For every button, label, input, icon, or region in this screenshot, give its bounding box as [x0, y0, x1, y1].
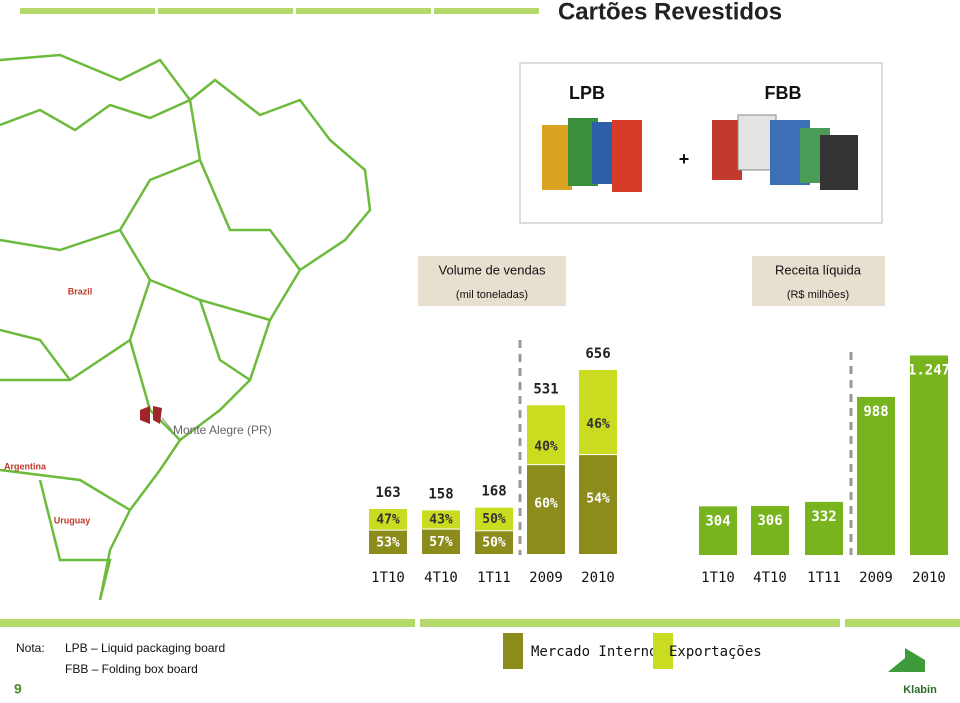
total-label: 158	[428, 486, 453, 502]
map-label: Monte Alegre (PR)	[173, 423, 272, 437]
x-tick-label: 4T10	[424, 570, 458, 586]
value-label: 50%	[482, 512, 506, 527]
x-tick-label: 2010	[912, 570, 946, 586]
product-label: LPB	[569, 83, 605, 103]
total-label: 656	[585, 346, 610, 362]
x-tick-label: 1T11	[807, 570, 841, 586]
legend-swatch	[653, 633, 673, 669]
bar-segment	[475, 531, 513, 554]
bar	[751, 506, 789, 555]
slide-title: Cartões Revestidos	[558, 0, 782, 25]
bar	[699, 506, 737, 555]
value-label: 46%	[586, 417, 610, 432]
bar	[910, 355, 948, 555]
bar-segment	[527, 465, 565, 554]
leader-line	[161, 417, 173, 431]
map-label: Brazil	[68, 286, 93, 296]
bar	[805, 501, 843, 555]
bar-segment	[369, 530, 407, 554]
fbb-image	[712, 114, 858, 190]
product-label: FBB	[765, 83, 802, 103]
value-label: 40%	[534, 440, 558, 455]
bar-segment	[475, 507, 513, 531]
map-label: Uruguay	[54, 515, 91, 525]
bar	[857, 396, 895, 555]
value-label: 43%	[429, 513, 453, 528]
note: LPB – Liquid packaging board	[65, 641, 225, 655]
footer-bars	[0, 619, 960, 627]
x-tick-label: 2009	[529, 570, 563, 586]
note-label: Nota:	[16, 641, 45, 655]
note: FBB – Folding box board	[65, 662, 198, 676]
chart-subtitle: (mil toneladas)	[456, 289, 528, 301]
value-label: 47%	[376, 512, 400, 527]
map-label: Argentina	[4, 461, 47, 471]
logo: Klabin	[903, 684, 937, 696]
value-label: 60%	[534, 497, 558, 512]
value-label: 53%	[376, 535, 400, 550]
chart-header	[752, 256, 885, 306]
plus: +	[679, 149, 690, 169]
bar-segment	[369, 509, 407, 530]
map	[0, 53, 372, 601]
chart-subtitle: (R$ milhões)	[787, 289, 849, 301]
x-tick-label: 1T10	[701, 570, 735, 586]
bar-segment	[527, 405, 565, 465]
value-label: 332	[811, 509, 836, 525]
bar-segment	[422, 510, 460, 529]
value-label: 57%	[429, 535, 453, 550]
legend-label: Exportações	[669, 644, 762, 660]
value-label: 1.247	[908, 362, 950, 378]
value-label: 50%	[482, 536, 506, 551]
x-tick-label: 4T10	[753, 570, 787, 586]
x-tick-label: 2009	[859, 570, 893, 586]
logo-mark	[888, 648, 925, 672]
legend-label: Mercado Interno	[531, 644, 657, 660]
value-label: 306	[757, 513, 782, 529]
header-bars	[20, 8, 539, 14]
value-label: 988	[863, 404, 888, 420]
value-label: 304	[705, 513, 730, 529]
bar-segment	[579, 370, 617, 455]
charts: 53% 47% 163 57% 43% 158 50% 50% 168 60% 40% 531 54% 4…	[369, 346, 950, 669]
chart-header	[418, 256, 566, 306]
chart-title: Receita líquida	[775, 262, 862, 277]
page-number: 9	[14, 681, 22, 697]
lpb-image	[542, 118, 642, 192]
legend-swatch	[503, 633, 523, 669]
bar-segment	[422, 529, 460, 554]
x-tick-label: 1T11	[477, 570, 511, 586]
chart-title: Volume de vendas	[439, 262, 546, 277]
x-tick-label: 1T10	[371, 570, 405, 586]
bar-segment	[579, 455, 617, 554]
value-label: 54%	[586, 492, 610, 507]
x-tick-label: 2010	[581, 570, 615, 586]
total-label: 168	[481, 484, 506, 500]
mill-icon	[140, 406, 162, 424]
total-label: 163	[375, 485, 400, 501]
total-label: 531	[533, 381, 558, 397]
